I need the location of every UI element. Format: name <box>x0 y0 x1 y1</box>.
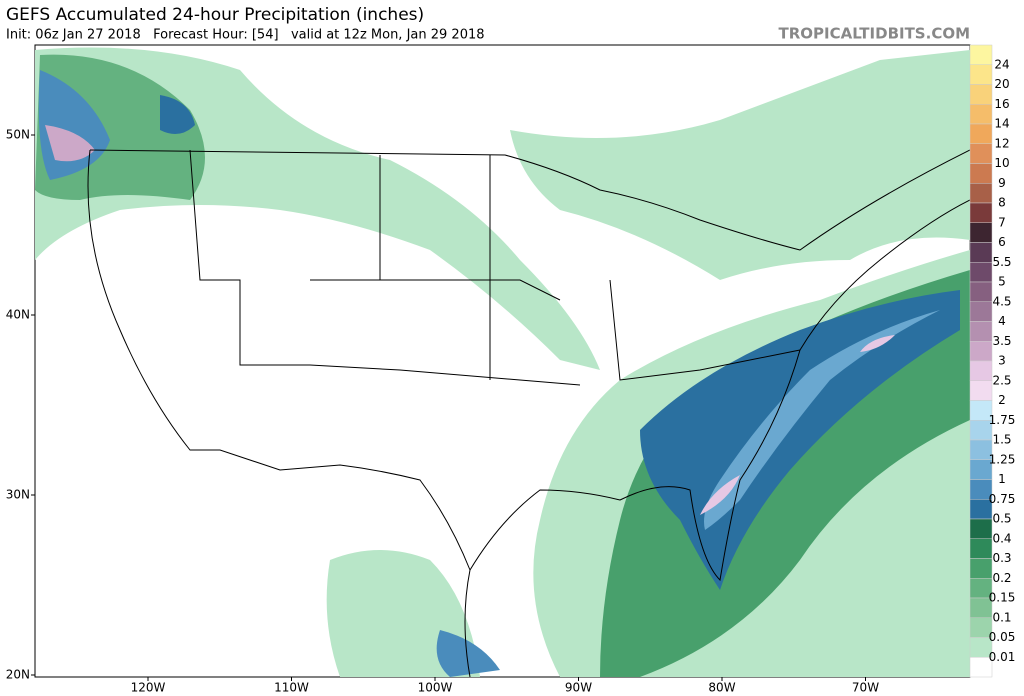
colorbar-label: 0.05 <box>989 630 1016 644</box>
colorbar-label: 0.15 <box>989 591 1016 605</box>
colorbar-swatch <box>969 281 993 302</box>
colorbar-label: 8 <box>998 196 1006 210</box>
lon-label: 100W <box>418 681 453 695</box>
colorbar-swatch <box>969 538 993 559</box>
colorbar-swatch <box>969 558 993 579</box>
lon-label: 110W <box>274 681 309 695</box>
colorbar-label: 1.25 <box>989 452 1016 466</box>
map <box>34 44 971 678</box>
colorbar-label: 20 <box>994 77 1009 91</box>
colorbar-label: 1.75 <box>989 413 1016 427</box>
colorbar-label: 4.5 <box>992 294 1011 308</box>
lat-label: 40N <box>6 308 30 322</box>
colorbar-label: 10 <box>994 156 1009 170</box>
colorbar-label: 0.4 <box>992 531 1011 545</box>
colorbar-swatch <box>969 341 993 362</box>
colorbar-label: 3.5 <box>992 334 1011 348</box>
colorbar-swatch <box>969 262 993 283</box>
colorbar-label: 0.3 <box>992 551 1011 565</box>
colorbar-label: 6 <box>998 235 1006 249</box>
colorbar-swatch <box>969 301 993 322</box>
lon-label: 120W <box>131 681 166 695</box>
colorbar-swatch <box>969 104 993 125</box>
colorbar-swatch <box>969 380 993 401</box>
subtitle: Init: 06z Jan 27 2018 Forecast Hour: [54… <box>6 28 485 43</box>
colorbar-label: 24 <box>994 57 1009 71</box>
colorbar-swatch <box>969 657 993 678</box>
watermark: TROPICALTIDBITS.COM <box>779 25 971 43</box>
lon-label: 80W <box>708 681 735 695</box>
colorbar-label: 0.2 <box>992 571 1011 585</box>
colorbar-swatch <box>969 360 993 381</box>
colorbar-label: 1 <box>998 472 1006 486</box>
colorbar-label: 0.5 <box>992 512 1011 526</box>
lat-label: 50N <box>6 128 30 142</box>
lon-label: 90W <box>565 681 592 695</box>
colorbar-label: 0.1 <box>992 610 1011 624</box>
colorbar-label: 16 <box>994 97 1009 111</box>
colorbar-label: 7 <box>998 215 1006 229</box>
colorbar-swatch <box>969 84 993 105</box>
lat-label: 30N <box>6 488 30 502</box>
colorbar-swatch <box>969 143 993 164</box>
colorbar-swatch <box>969 163 993 184</box>
lon-label: 70W <box>852 681 879 695</box>
colorbar-swatch <box>969 64 993 85</box>
title: GEFS Accumulated 24-hour Precipitation (… <box>6 5 424 25</box>
colorbar-swatch <box>969 44 993 65</box>
colorbar-label: 2 <box>998 393 1006 407</box>
colorbar-label: 3 <box>998 354 1006 368</box>
colorbar-swatch <box>969 222 993 243</box>
colorbar-label: 1.5 <box>992 433 1011 447</box>
colorbar-label: 0.01 <box>989 650 1016 664</box>
colorbar-label: 4 <box>998 314 1006 328</box>
colorbar-swatch <box>969 123 993 144</box>
colorbar-label: 9 <box>998 176 1006 190</box>
colorbar: 24 20 16 14 12 10 9 8 7 6 5.5 5 4.5 4 3.5 3 2.5 2 1.75 1.5 1… <box>969 44 1016 678</box>
colorbar-label: 5.5 <box>992 255 1011 269</box>
lat-label: 20N <box>6 668 30 682</box>
colorbar-swatch <box>969 321 993 342</box>
colorbar-label: 14 <box>994 117 1009 131</box>
colorbar-label: 0.75 <box>989 492 1016 506</box>
colorbar-swatch <box>969 518 993 539</box>
colorbar-label: 2.5 <box>992 373 1011 387</box>
colorbar-swatch <box>969 202 993 223</box>
colorbar-swatch <box>969 242 993 263</box>
colorbar-label: 5 <box>998 275 1006 289</box>
colorbar-label: 12 <box>994 136 1009 150</box>
colorbar-swatch <box>969 183 993 204</box>
